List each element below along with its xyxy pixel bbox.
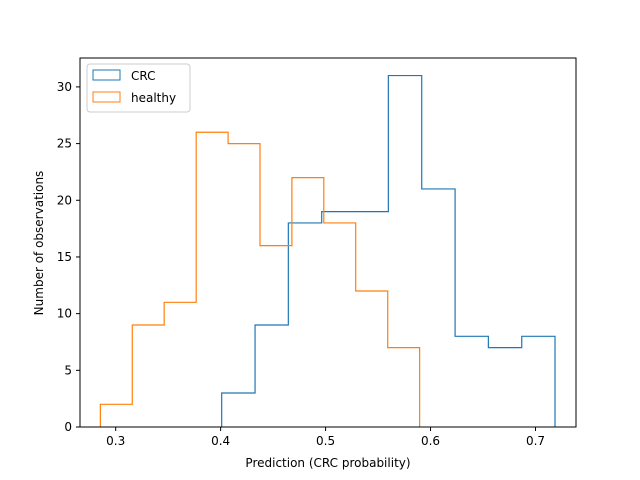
histogram-bin-crc-7: [455, 336, 488, 427]
x-tick-label: 0.4: [211, 434, 230, 448]
histogram-bin-healthy-9: [388, 348, 420, 427]
histogram-bin-healthy-4: [228, 144, 260, 427]
y-tick-label: 0: [64, 420, 72, 434]
histogram-bin-healthy-2: [164, 302, 196, 427]
y-axis-label: Number of observations: [32, 171, 46, 316]
y-tick-label: 25: [57, 137, 72, 151]
histogram-bin-healthy-7: [324, 223, 356, 427]
legend: CRC healthy: [86, 63, 191, 113]
axes: 0.3 0.4 0.5 0.6 0.7 0 5 10 15 20 25 30: [57, 57, 577, 448]
histogram-bin-healthy-1: [132, 325, 164, 427]
histogram-bin-healthy-6: [292, 178, 324, 427]
y-tick-label: 20: [57, 193, 72, 207]
legend-frame: [86, 63, 191, 113]
histogram-bin-healthy-8: [356, 291, 388, 427]
histogram-bin-crc-9: [522, 336, 555, 427]
y-tick-label: 15: [57, 250, 72, 264]
histogram-bin-healthy-5: [260, 246, 292, 427]
legend-swatch-healthy: [92, 91, 121, 103]
x-tick-label: 0.3: [106, 434, 125, 448]
legend-swatch-crc: [92, 69, 121, 81]
histogram-bin-crc-6: [422, 189, 455, 427]
axes-frame: [79, 57, 577, 428]
x-axis-label: Prediction (CRC probability): [245, 456, 410, 470]
histogram-bin-healthy-0: [100, 404, 132, 427]
histogram-series-crc: [221, 74, 556, 427]
y-tick-label: 10: [57, 307, 72, 321]
x-tick-label: 0.7: [526, 434, 545, 448]
x-tick-label: 0.5: [316, 434, 335, 448]
plot-area: [99, 74, 556, 427]
y-tick-label: 30: [57, 80, 72, 94]
histogram-bin-healthy-3: [196, 132, 228, 427]
x-tick-label: 0.6: [421, 434, 440, 448]
histogram-bin-crc-8: [488, 348, 521, 427]
y-tick-label: 5: [64, 363, 72, 377]
legend-label-crc: CRC: [131, 69, 156, 83]
histogram-series-healthy: [99, 131, 421, 427]
legend-label-healthy: healthy: [131, 91, 176, 105]
